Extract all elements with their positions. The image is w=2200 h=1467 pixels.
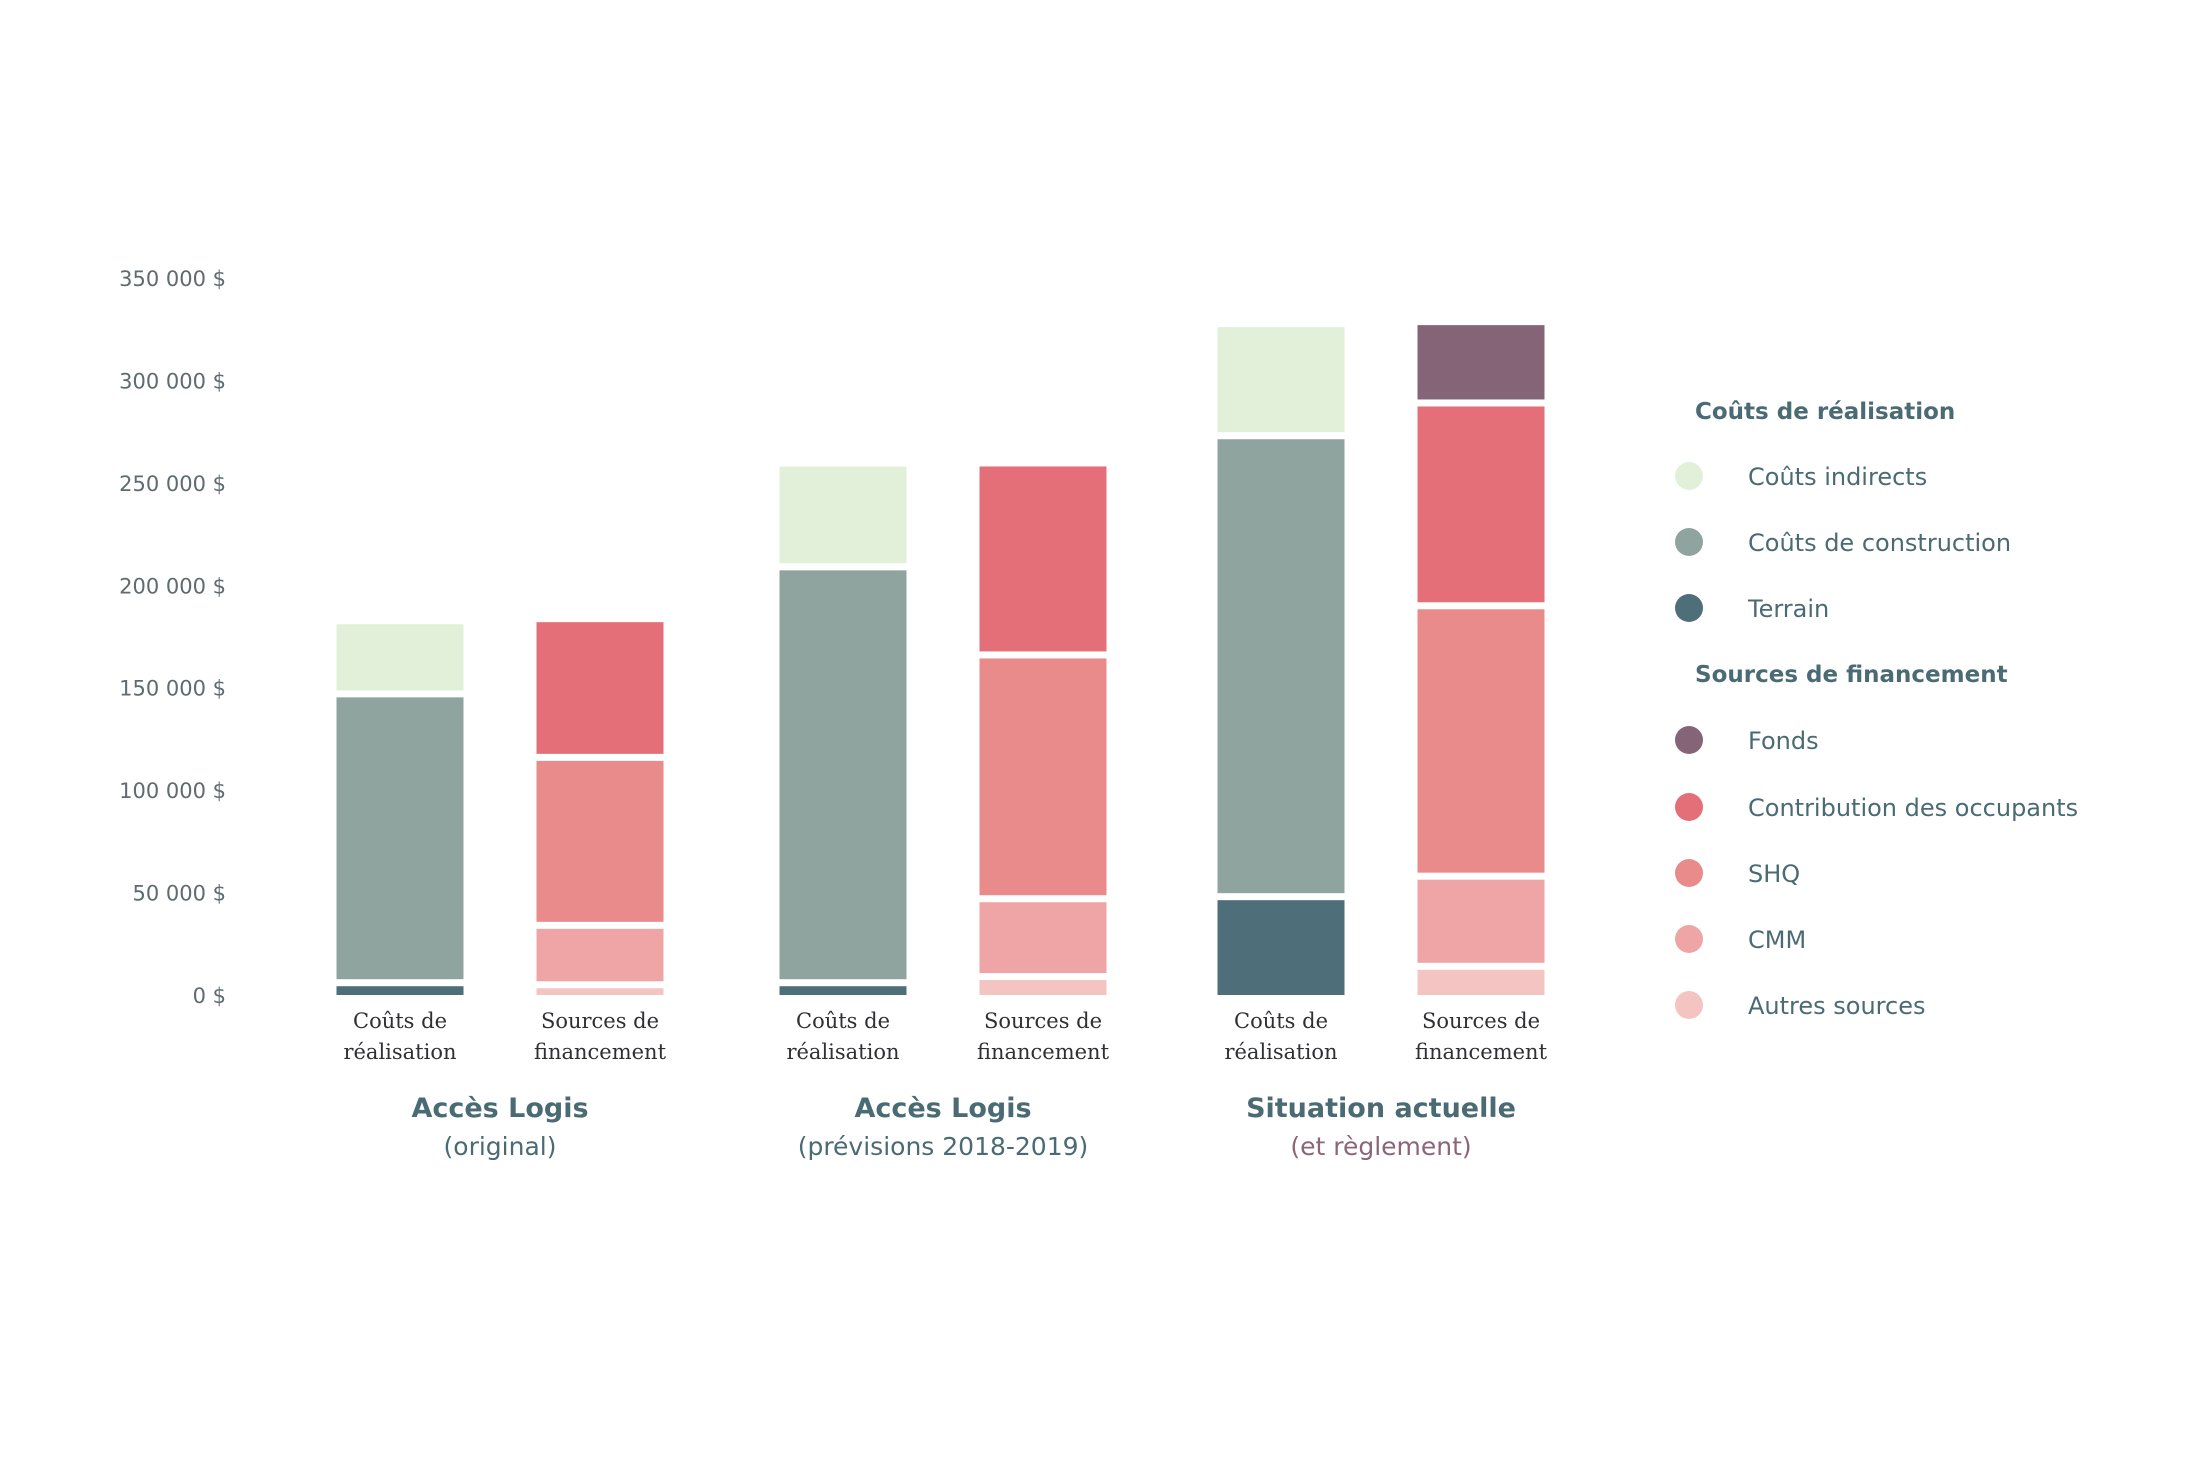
bar-segment-shq [536, 760, 664, 922]
group-titles: Accès Logis (original) Accès Logis (prévisi… [411, 1093, 1515, 1161]
bar-segment-cmm [1417, 879, 1545, 963]
bar-segment-terrain [1217, 900, 1345, 995]
y-tick-label: 250 000 $ [119, 472, 226, 496]
bar-segment-terrain [336, 986, 464, 995]
x-label-line1: Sources de [1422, 1009, 1540, 1033]
x-label-line1: Coûts de [796, 1009, 890, 1033]
y-tick-label: 350 000 $ [119, 267, 226, 291]
x-label-line1: Sources de [984, 1009, 1102, 1033]
bar-groups [336, 325, 1545, 995]
bar-segment-contribution-occupants [979, 466, 1107, 652]
bar-segment-couts-construction [336, 697, 464, 980]
group-subtitle: (et règlement) [1290, 1132, 1471, 1161]
x-axis-labels: Coûts de réalisation Sources de financement… [343, 1009, 1547, 1064]
bar-segment-couts-indirects [336, 624, 464, 691]
y-tick-label: 300 000 $ [119, 369, 226, 393]
bar-segment-autres-sources [979, 980, 1107, 995]
legend-heading: Coûts de réalisation [1695, 399, 1955, 425]
legend-item-label: Terrain [1747, 595, 1829, 623]
legend-heading: Sources de financement [1695, 662, 2008, 688]
legend-swatch-couts-construction [1675, 528, 1703, 556]
bar-segment-couts-indirects [1217, 327, 1345, 433]
legend-swatch-cmm [1675, 925, 1703, 953]
legend: Coûts de réalisation Coûts indirects Coûts… [1675, 399, 2078, 1020]
legend-swatch-autres-sources [1675, 991, 1703, 1019]
x-label-line2: financement [1415, 1040, 1548, 1064]
bar-segment-autres-sources [1417, 969, 1545, 995]
legend-swatch-fonds [1675, 726, 1703, 754]
x-label-line1: Sources de [541, 1009, 659, 1033]
legend-item-label: Coûts de construction [1748, 529, 2011, 557]
bar-segment-couts-construction [1217, 439, 1345, 894]
y-tick-label: 100 000 $ [119, 779, 226, 803]
x-label-line1: Coûts de [1234, 1009, 1328, 1033]
y-tick-label: 150 000 $ [119, 677, 226, 701]
legend-swatch-shq [1675, 859, 1703, 887]
y-tick-label: 0 $ [193, 984, 226, 1008]
group-subtitle: (original) [444, 1132, 557, 1161]
bar-segment-autres-sources [536, 988, 664, 995]
group-subtitle: (prévisions 2018-2019) [798, 1132, 1089, 1161]
y-tick-label: 50 000 $ [132, 882, 226, 906]
bar-segment-terrain [779, 986, 907, 995]
y-axis: 0 $ 50 000 $ 100 000 $ 150 000 $ 200 000 $ 25… [119, 267, 226, 1008]
group-title: Accès Logis [411, 1093, 588, 1124]
legend-item-label: CMM [1748, 926, 1806, 954]
bar-segment-shq [1417, 609, 1545, 873]
legend-item-label: Contribution des occupants [1748, 794, 2078, 822]
legend-swatch-contribution-occupants [1675, 793, 1703, 821]
bar-segment-couts-construction [779, 570, 907, 980]
x-label-line2: réalisation [343, 1040, 456, 1064]
bar-segment-shq [979, 658, 1107, 896]
bar-segment-contribution-occupants [1417, 406, 1545, 603]
x-label-line2: réalisation [1224, 1040, 1337, 1064]
x-label-line1: Coûts de [353, 1009, 447, 1033]
legend-swatch-terrain [1675, 594, 1703, 622]
legend-swatch-couts-indirects [1675, 462, 1703, 490]
x-label-line2: financement [977, 1040, 1110, 1064]
bar-segment-cmm [979, 902, 1107, 974]
group-title: Accès Logis [854, 1093, 1031, 1124]
legend-item-label: SHQ [1748, 860, 1800, 888]
legend-item-label: Autres sources [1748, 992, 1925, 1020]
y-tick-label: 200 000 $ [119, 574, 226, 598]
bar-segment-couts-indirects [779, 466, 907, 564]
group-title: Situation actuelle [1246, 1093, 1516, 1124]
x-label-line2: financement [534, 1040, 667, 1064]
x-label-line2: réalisation [786, 1040, 899, 1064]
bar-segment-contribution-occupants [536, 622, 664, 754]
legend-item-label: Coûts indirects [1748, 463, 1927, 491]
bar-segment-cmm [536, 928, 664, 982]
legend-item-label: Fonds [1748, 727, 1819, 755]
bar-segment-fonds [1417, 325, 1545, 400]
